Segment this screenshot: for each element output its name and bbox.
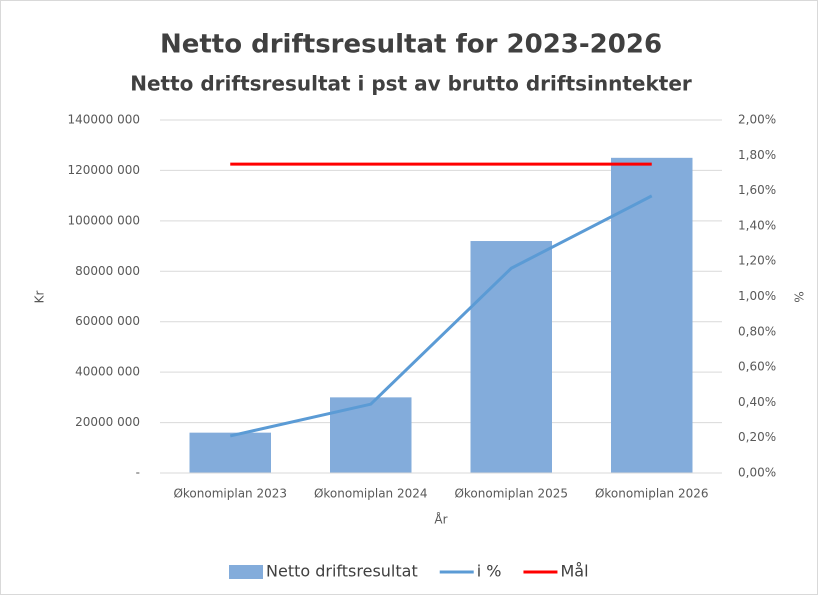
x-axis-label: År (434, 512, 447, 527)
y-tick-label: - (136, 466, 140, 480)
y2-axis-label: % (792, 291, 806, 302)
y2-tick-label: 0,60% (738, 360, 776, 374)
y-tick-label: 40000 000 (75, 365, 140, 379)
y2-tick-label: 0,20% (738, 430, 776, 444)
x-tick-label: Økonomiplan 2026 (595, 487, 709, 501)
y-tick-label: 20000 000 (75, 415, 140, 429)
y-tick-label: 140000 000 (67, 113, 140, 127)
y2-tick-label: 0,00% (738, 466, 776, 480)
legend-label: Mål (560, 562, 588, 581)
line (229, 194, 653, 438)
y-tick-label: 80000 000 (75, 264, 140, 278)
chart-title: Netto driftsresultat for 2023-2026 (160, 30, 662, 60)
bar (611, 157, 693, 474)
y2-tick-label: 1,00% (738, 289, 776, 303)
y2-tick-label: 1,40% (738, 218, 776, 232)
y2-tick-label: 1,20% (738, 254, 776, 268)
y2-tick-label: 1,60% (738, 183, 776, 197)
y2-tick-label: 0,80% (738, 324, 776, 338)
y2-tick-label: 0,40% (738, 395, 776, 409)
y-tick-label: 100000 000 (67, 213, 140, 227)
bar (330, 397, 412, 473)
bar (470, 241, 552, 473)
legend-label: Netto driftsresultat (266, 562, 418, 581)
y-tick-label: 60000 000 (75, 314, 140, 328)
x-tick-label: Økonomiplan 2025 (454, 487, 568, 501)
y2-tick-label: 1,80% (738, 148, 776, 162)
bar (189, 432, 271, 473)
legend-label: i % (477, 562, 502, 581)
y-axis-label: Kr (33, 291, 47, 304)
x-tick-label: Økonomiplan 2023 (173, 487, 287, 501)
y-tick-label: 120000 000 (67, 163, 140, 177)
x-tick-label: Økonomiplan 2024 (314, 487, 428, 501)
chart-subtitle: Netto driftsresultat i pst av brutto dri… (130, 72, 692, 96)
y2-tick-label: 2,00% (738, 113, 776, 127)
legend-swatch (229, 565, 263, 579)
